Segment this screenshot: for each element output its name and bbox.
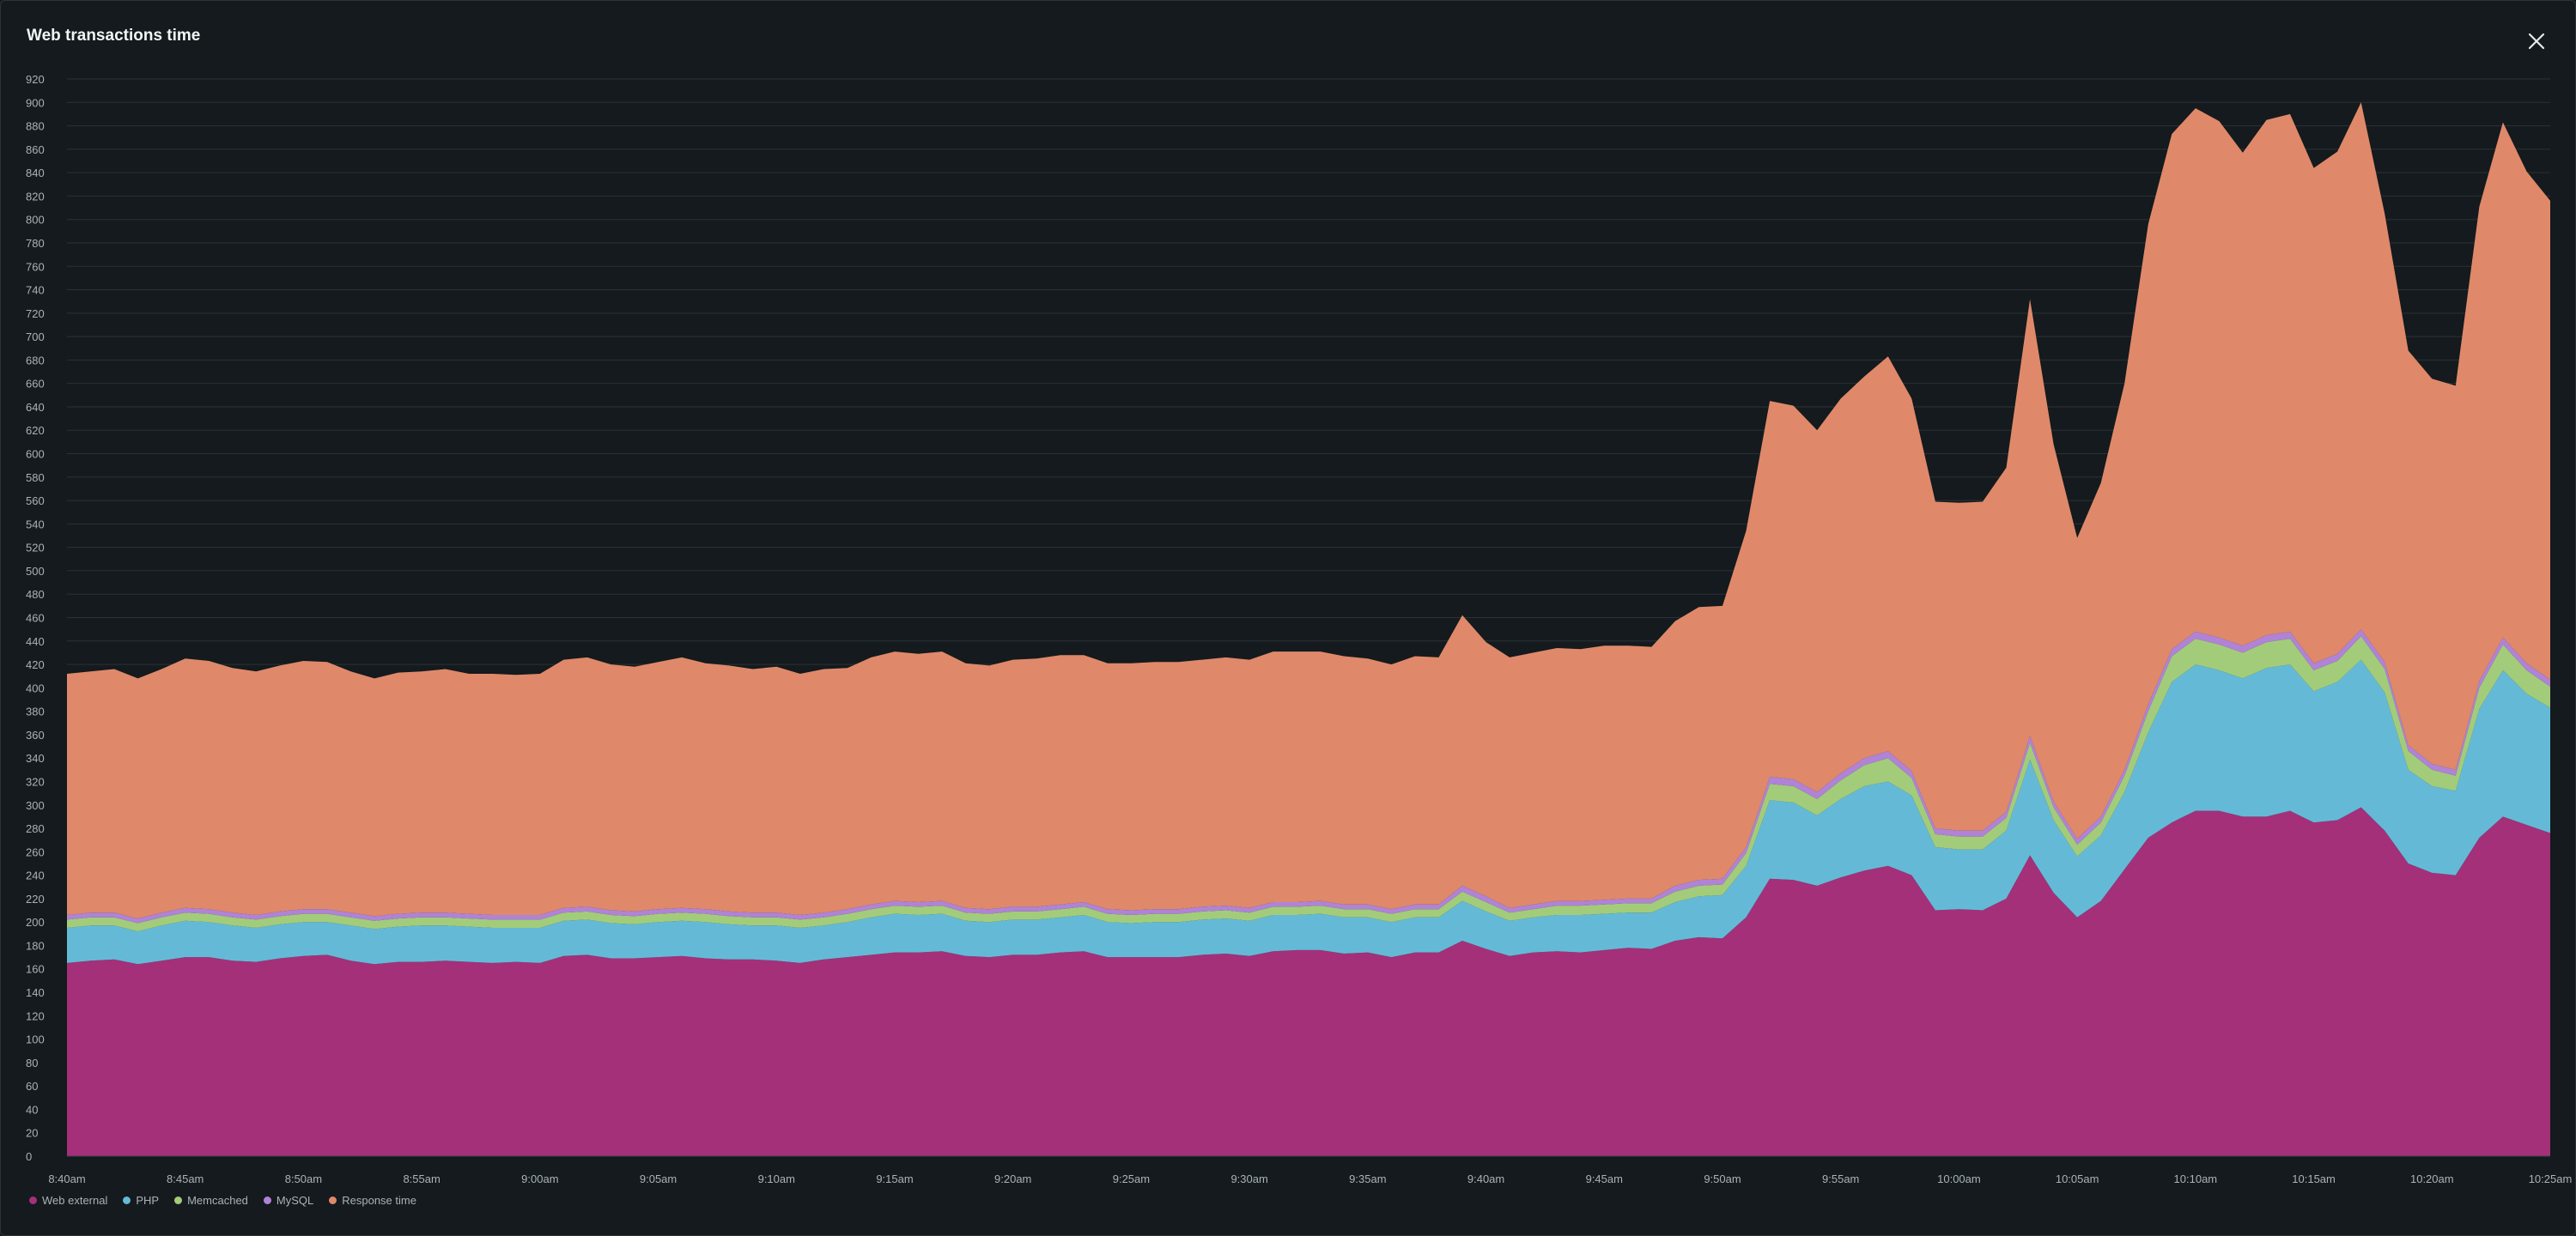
y-tick-label: 500 [26,565,45,578]
series-area-web-external[interactable] [67,807,2550,1157]
y-tick-label: 760 [26,260,45,273]
y-tick-label: 860 [26,143,45,156]
x-tick-label: 9:45am [1586,1172,1623,1185]
legend-label: MySQL [276,1194,314,1207]
y-tick-label: 80 [26,1057,38,1069]
series-areas [67,102,2550,1157]
y-tick-label: 620 [26,424,45,437]
y-tick-label: 840 [26,167,45,179]
y-tick-label: 640 [26,401,45,414]
legend-dot-icon [174,1197,183,1204]
y-tick-label: 820 [26,190,45,203]
y-tick-label: 260 [26,845,45,858]
x-tick-label: 10:15am [2292,1172,2336,1185]
legend-label: Memcached [187,1194,248,1207]
series-area-response-time[interactable] [67,102,2550,919]
y-tick-label: 440 [26,635,45,648]
y-tick-label: 320 [26,775,45,788]
y-tick-label: 240 [26,869,45,882]
y-tick-label: 160 [26,963,45,976]
y-tick-label: 140 [26,986,45,999]
close-button[interactable] [2522,27,2551,56]
x-tick-label: 9:05am [640,1172,677,1185]
y-tick-label: 900 [26,96,45,109]
legend-label: PHP [136,1194,160,1207]
legend-dot-icon [263,1197,271,1204]
y-tick-label: 880 [26,120,45,133]
y-tick-label: 740 [26,284,45,297]
y-tick-label: 420 [26,658,45,671]
y-tick-label: 540 [26,518,45,530]
y-tick-label: 360 [26,729,45,742]
y-tick-label: 20 [26,1127,38,1140]
y-tick-label: 220 [26,893,45,906]
y-tick-label: 720 [26,307,45,320]
y-tick-label: 780 [26,237,45,250]
x-tick-label: 9:10am [758,1172,795,1185]
x-tick-label: 10:00am [1937,1172,1981,1185]
x-tick-label: 8:50am [285,1172,322,1185]
y-tick-label: 0 [26,1150,32,1163]
x-tick-label: 9:50am [1704,1172,1741,1185]
x-tick-label: 9:20am [994,1172,1031,1185]
y-tick-label: 380 [26,706,45,718]
chart-title: Web transactions time [27,27,201,45]
x-tick-label: 10:25am [2529,1172,2573,1185]
legend-label: Response time [342,1194,416,1207]
y-tick-label: 920 [26,73,45,86]
y-tick-label: 480 [26,588,45,601]
close-icon [2528,33,2545,50]
legend-label: Web external [42,1194,108,1207]
legend-dot-icon [329,1197,337,1204]
x-tick-label: 8:40am [48,1172,85,1185]
x-tick-label: 9:30am [1230,1172,1267,1185]
y-axis: 0 20 40 60 80 100 120 140 160 180 200 220 240 260 280 3… [26,73,45,1163]
y-tick-label: 180 [26,939,45,952]
legend-dot-icon [29,1197,37,1204]
series-area-memcached[interactable] [67,636,2550,932]
y-tick-label: 400 [26,682,45,694]
legend-item[interactable]: Response time [329,1194,416,1207]
y-tick-label: 560 [26,494,45,507]
legend-item[interactable]: Web external [29,1194,107,1207]
y-tick-label: 600 [26,448,45,461]
y-tick-label: 120 [26,1009,45,1022]
y-tick-label: 680 [26,354,45,367]
y-tick-label: 280 [26,822,45,835]
y-tick-label: 660 [26,378,45,391]
x-tick-label: 9:40am [1467,1172,1504,1185]
x-tick-label: 9:00am [521,1172,558,1185]
x-tick-label: 8:55am [403,1172,440,1185]
series-area-php[interactable] [67,659,2550,965]
y-tick-label: 700 [26,330,45,343]
y-tick-label: 340 [26,752,45,765]
chart-legend: Web external PHP Memcached MySQL Response ti… [29,1194,416,1207]
y-tick-label: 520 [26,542,45,554]
y-tick-label: 580 [26,471,45,484]
x-tick-label: 10:10am [2174,1172,2218,1185]
legend-item[interactable]: Memcached [174,1194,248,1207]
x-tick-label: 9:55am [1822,1172,1859,1185]
y-tick-label: 800 [26,214,45,227]
x-axis: 8:40am 8:45am 8:50am 8:55am 9:00am 9:05am 9:10… [48,1172,2572,1185]
x-tick-label: 9:25am [1113,1172,1150,1185]
legend-item[interactable]: PHP [123,1194,159,1207]
x-tick-label: 9:15am [876,1172,913,1185]
legend-item[interactable]: MySQL [263,1194,314,1207]
y-tick-label: 460 [26,612,45,625]
x-tick-label: 8:45am [167,1172,204,1185]
y-tick-label: 300 [26,799,45,812]
y-tick-label: 200 [26,916,45,929]
y-tick-label: 40 [26,1103,38,1116]
x-tick-label: 10:20am [2410,1172,2454,1185]
y-tick-label: 100 [26,1033,45,1046]
legend-dot-icon [123,1197,131,1204]
x-tick-label: 10:05am [2056,1172,2099,1185]
x-tick-label: 9:35am [1349,1172,1386,1185]
y-tick-label: 60 [26,1080,38,1093]
